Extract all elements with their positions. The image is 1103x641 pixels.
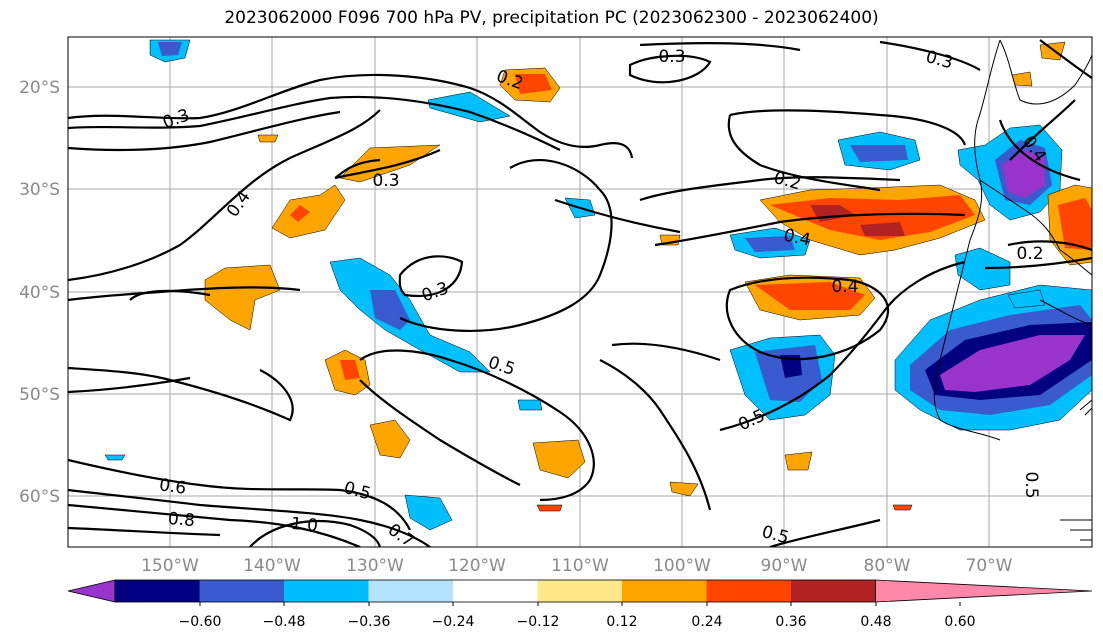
lat-label: 40°S (19, 283, 60, 303)
precipitation-anomaly-fill (104, 39, 1092, 531)
pv-contours (68, 39, 1092, 547)
lon-label: 150°W (141, 556, 199, 576)
contour-label: 0.2 (1016, 244, 1043, 264)
latitude-labels: 20°S 30°S 40°S 50°S 60°S (19, 78, 60, 507)
colorbar-tick-label: 0.36 (775, 614, 806, 630)
colorbar-segment (537, 580, 623, 602)
colorbar (67, 579, 1093, 606)
colorbar-segment (115, 580, 200, 602)
lon-label: 120°W (448, 556, 506, 576)
contour-label: 1.0 (290, 514, 319, 536)
contour-label: 0.5 (1021, 471, 1041, 498)
colorbar-segment (453, 580, 538, 602)
colorbar-segment (622, 580, 707, 602)
contour-label: 0.4 (831, 277, 858, 297)
lon-label: 90°W (761, 556, 808, 576)
colorbar-tick-label: 0.12 (606, 614, 637, 630)
contour-label: 0.6 (158, 475, 188, 499)
contour-label: 0.3 (372, 171, 399, 191)
lat-label: 20°S (19, 78, 60, 98)
lon-label: 70°W (966, 556, 1013, 576)
longitude-labels: 150°W 140°W 130°W 120°W 110°W 100°W 90°W… (141, 556, 1013, 576)
colorbar-segment (284, 580, 369, 602)
colorbar-tick-label: 0.48 (860, 614, 891, 630)
colorbar-tick-label: −0.36 (348, 614, 391, 630)
plot-frame (67, 36, 1093, 548)
colorbar-segment (199, 580, 285, 602)
contour-label: 0.3 (658, 47, 685, 67)
lat-label: 30°S (19, 180, 60, 200)
lon-label: 100°W (653, 556, 711, 576)
lon-label: 80°W (864, 556, 911, 576)
colorbar-tick-label: −0.60 (179, 614, 222, 630)
colorbar-segment (368, 580, 454, 602)
colorbar-tick-label: −0.48 (263, 614, 306, 630)
lat-label: 60°S (19, 487, 60, 507)
colorbar-segment (67, 579, 116, 603)
contour-label: 0.8 (167, 509, 196, 531)
lat-label: 50°S (19, 385, 60, 405)
colorbar-tick-label: 0.24 (691, 614, 722, 630)
lon-label: 110°W (551, 556, 609, 576)
lon-label: 140°W (243, 556, 301, 576)
colorbar-segment (706, 580, 792, 602)
colorbar-outline (114, 579, 876, 603)
map-title: 2023062000 F096 700 hPa PV, precipitatio… (224, 8, 879, 28)
colorbar-tick-label: −0.24 (432, 614, 475, 630)
colorbar-ticks: −0.60 −0.48 −0.36 −0.24 −0.12 0.12 0.24 … (179, 614, 976, 630)
colorbar-tick-label: −0.12 (517, 614, 560, 630)
colorbar-segment (791, 580, 876, 602)
lon-label: 130°W (346, 556, 404, 576)
colorbar-segment (875, 579, 1093, 603)
colorbar-tick-label: 0.60 (944, 614, 975, 630)
coastline (933, 39, 1092, 541)
